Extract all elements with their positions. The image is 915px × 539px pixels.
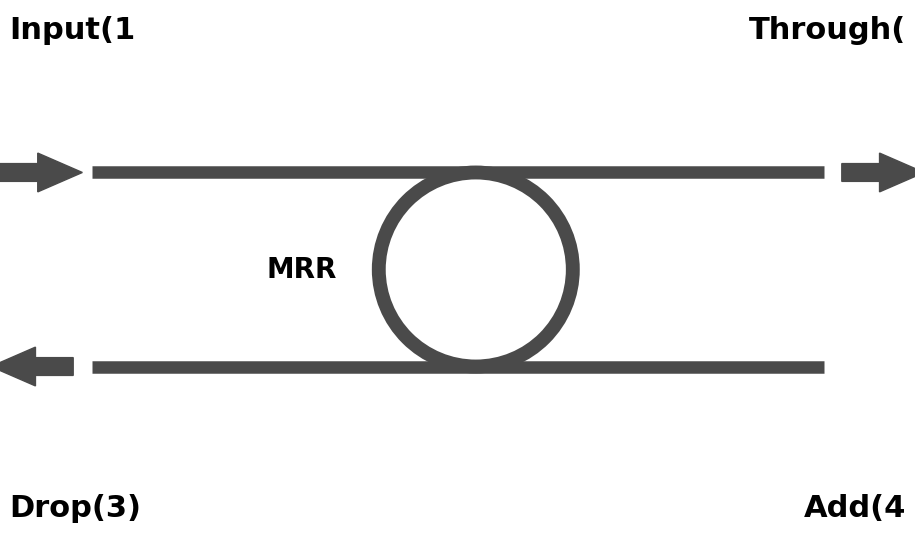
- Text: Drop(3): Drop(3): [9, 494, 141, 523]
- Polygon shape: [0, 153, 82, 192]
- Text: MRR: MRR: [267, 255, 337, 284]
- Ellipse shape: [379, 172, 573, 367]
- Text: Input(1: Input(1: [9, 16, 135, 45]
- Text: Through(: Through(: [748, 16, 906, 45]
- Text: Add(4: Add(4: [803, 494, 906, 523]
- Polygon shape: [842, 153, 915, 192]
- Polygon shape: [0, 347, 73, 386]
